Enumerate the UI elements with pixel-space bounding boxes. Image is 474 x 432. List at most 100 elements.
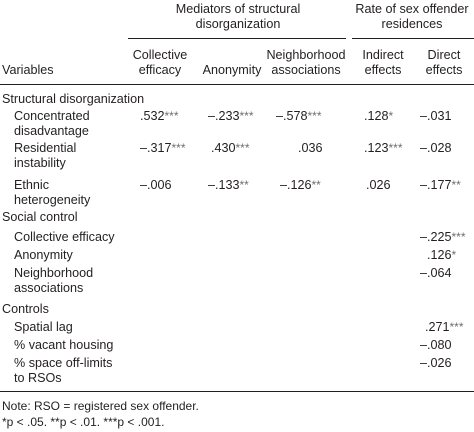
row-label-text: Neighborhood (14, 266, 94, 280)
cell-sig: * (451, 248, 457, 262)
cell-residential-neighborhood: .036 (298, 141, 323, 156)
cell-residential-anonymity: .430*** (211, 141, 250, 156)
row-label-text: associations (14, 281, 84, 295)
cell-value: .126 (427, 248, 452, 262)
row-label-vacant-housing: % vacant housing (14, 338, 114, 352)
row-label-text: instability (14, 156, 66, 170)
row-label-text: % space off-limits (14, 356, 113, 370)
cell-value: –.177 (420, 178, 452, 192)
cell-value: –.225 (420, 230, 452, 244)
header-text: Rate of sex offender (355, 2, 469, 16)
cell-sig: *** (307, 109, 322, 123)
cell-value: –.026 (420, 356, 452, 370)
cell-anonymity-direct: .126* (427, 248, 456, 263)
cell-space-off-limits-direct: –.026 (420, 356, 452, 371)
header-text: effects (425, 63, 463, 77)
header-text: associations (271, 63, 341, 77)
header-variables: Variables (2, 63, 54, 77)
cell-value: –.133 (208, 178, 240, 192)
cell-sig: *** (449, 320, 464, 334)
header-direct-effects: Direct effects (414, 48, 474, 78)
cell-concentrated-anonymity: –.233*** (208, 109, 254, 124)
cell-ethnic-neighborhood: –.126** (280, 178, 321, 193)
cell-value: .430 (211, 141, 236, 155)
header-text: disorganization (195, 17, 281, 31)
section-social-control: Social control (2, 210, 78, 224)
cell-sig: * (388, 109, 394, 123)
row-label-text: Concentrated (14, 109, 90, 123)
row-label-anonymity: Anonymity (14, 248, 73, 262)
cell-value: .036 (298, 141, 323, 155)
header-indirect-effects: Indirect effects (352, 48, 414, 78)
row-label-text: to RSOs (14, 371, 62, 385)
cell-value: –.317 (140, 141, 172, 155)
row-label-ethnic: Ethnic heterogeneity (14, 178, 90, 208)
header-anonymity: Anonymity (202, 63, 262, 77)
section-structural: Structural disorganization (2, 92, 145, 106)
significance-note: *p < .05. **p < .01. ***p < .001. (2, 415, 165, 429)
cell-sig: *** (388, 141, 403, 155)
cell-value: –.233 (208, 109, 240, 123)
row-label-text: heterogeneity (14, 193, 91, 207)
cell-residential-collective: –.317*** (140, 141, 186, 156)
header-text: effects (364, 63, 402, 77)
cell-sig: *** (164, 109, 179, 123)
row-label-text: Ethnic (14, 178, 50, 192)
row-label-spatial-lag: Spatial lag (14, 320, 73, 334)
cell-concentrated-neighborhood: –.578*** (276, 109, 322, 124)
cell-value: .128 (364, 109, 389, 123)
header-text: Collective (132, 48, 188, 62)
cell-sig: ** (239, 178, 249, 192)
header-rule-rate (352, 38, 474, 39)
row-label-space-off-limits: % space off-limits to RSOs (14, 356, 112, 386)
cell-sig: *** (235, 141, 250, 155)
header-text: residences (381, 17, 443, 31)
row-label-neighborhood-associations: Neighborhood associations (14, 266, 93, 296)
header-rule-mediators (128, 38, 346, 39)
header-neighborhood-associations: Neighborhood associations (264, 48, 348, 78)
cell-value: –.080 (420, 338, 452, 352)
row-label-collective-efficacy: Collective efficacy (14, 230, 115, 244)
cell-sig: *** (171, 141, 186, 155)
table-note: Note: RSO = registered sex offender. (2, 399, 199, 413)
cell-ethnic-collective: –.006 (140, 178, 172, 193)
cell-value: –.578 (276, 109, 308, 123)
cell-residential-indirect: .123*** (364, 141, 403, 156)
row-label-text: disadvantage (14, 124, 89, 138)
cell-value: .532 (140, 109, 165, 123)
cell-vacant-housing-direct: –.080 (420, 338, 452, 353)
header-bottom-rule (0, 84, 474, 85)
cell-residential-direct: –.028 (420, 141, 452, 156)
cell-collective-efficacy-direct: –.225*** (420, 230, 466, 245)
header-text: Direct (427, 48, 461, 62)
row-label-concentrated: Concentrated disadvantage (14, 109, 90, 139)
header-group-rate: Rate of sex offender residences (350, 2, 474, 32)
cell-sig: ** (311, 178, 321, 192)
cell-value: –.126 (280, 178, 312, 192)
cell-sig: *** (239, 109, 254, 123)
cell-value: –.028 (420, 141, 452, 155)
cell-value: .271 (425, 320, 450, 334)
cell-sig: *** (451, 230, 466, 244)
cell-ethnic-anonymity: –.133** (208, 178, 249, 193)
header-group-mediators: Mediators of structural disorganization (148, 2, 328, 32)
cell-value: .026 (366, 178, 391, 192)
cell-value: –.006 (140, 178, 172, 192)
cell-neighborhood-associations-direct: –.064 (420, 266, 452, 281)
header-text: Indirect (362, 48, 404, 62)
cell-sig: ** (451, 178, 461, 192)
row-label-text: Residential (14, 141, 77, 155)
table-bottom-rule (0, 391, 474, 392)
header-text: efficacy (138, 63, 182, 77)
cell-concentrated-direct: –.031 (420, 109, 452, 124)
cell-ethnic-direct: –.177** (420, 178, 461, 193)
cell-concentrated-collective: .532*** (140, 109, 179, 124)
section-controls: Controls (2, 302, 49, 316)
cell-value: –.031 (420, 109, 452, 123)
cell-spatial-lag-direct: .271*** (425, 320, 464, 335)
cell-value: –.064 (420, 266, 452, 280)
cell-value: .123 (364, 141, 389, 155)
header-text: Neighborhood (266, 48, 346, 62)
row-label-residential: Residential instability (14, 141, 76, 171)
cell-ethnic-indirect: .026 (366, 178, 391, 193)
